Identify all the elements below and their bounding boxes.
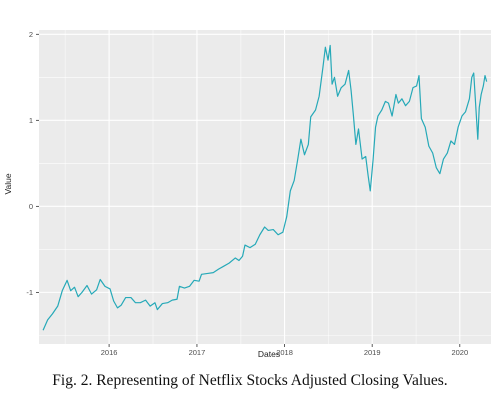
x-tick-label: 2020	[451, 348, 468, 357]
x-tick-labels: 2016 2017 2018 2019 2020	[101, 348, 468, 357]
grid-minor	[39, 30, 491, 344]
y-tick-label: 2	[29, 30, 33, 39]
figure-caption: Fig. 2. Representing of Netflix Stocks A…	[52, 372, 448, 389]
x-tick-label: 2016	[101, 348, 118, 357]
plot-panel	[39, 30, 491, 344]
x-axis-title: Dates	[258, 349, 280, 359]
y-axis-title: Value	[3, 173, 13, 194]
x-tick-label: 2018	[276, 348, 293, 357]
series-line	[42, 44, 488, 331]
grid-major	[39, 30, 491, 344]
y-tick-labels: -1 0 1 2	[26, 30, 33, 297]
axis-ticks	[36, 33, 461, 347]
x-tick-label: 2017	[189, 348, 206, 357]
x-tick-label: 2019	[364, 348, 381, 357]
y-tick-label: 0	[29, 202, 33, 211]
series-layer	[42, 44, 488, 331]
y-tick-label: -1	[26, 288, 33, 297]
y-tick-label: 1	[29, 116, 33, 125]
